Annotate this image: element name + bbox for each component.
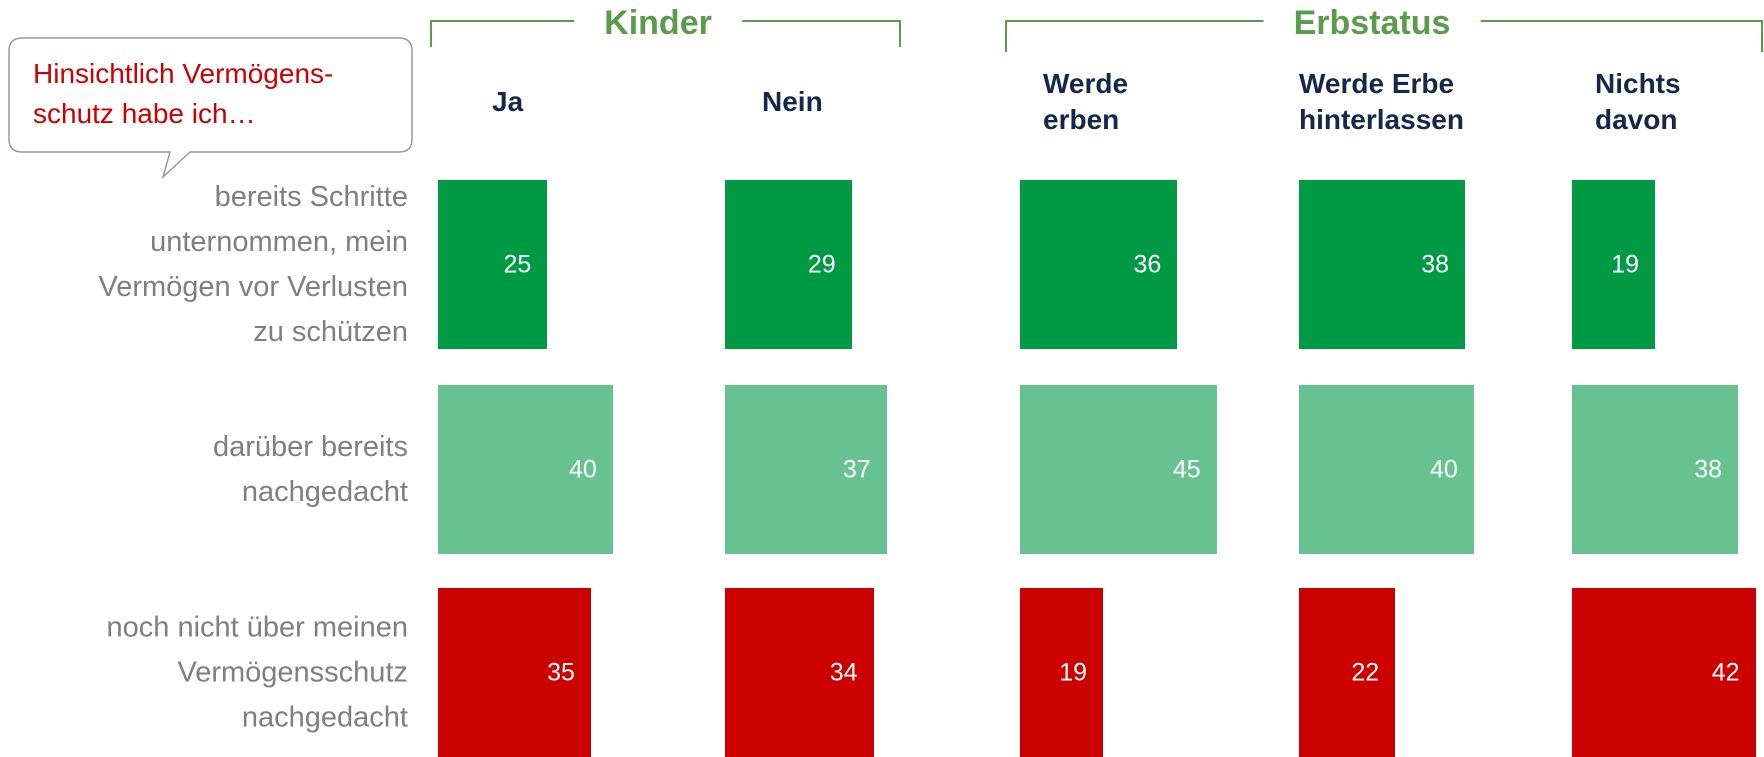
bar (438, 588, 591, 757)
value-label: 29 (807, 250, 836, 278)
row-label: bereits Schritte unternommen, mein Vermöge… (98, 175, 408, 355)
value-label: 40 (1429, 455, 1458, 483)
value-label: 42 (1711, 658, 1740, 686)
value-label: 38 (1421, 250, 1450, 278)
bar (1020, 180, 1178, 349)
group-title: Kinder (574, 0, 742, 46)
text-line: bereits Schritte (214, 180, 408, 213)
value-label: 22 (1351, 658, 1380, 686)
value-label: 36 (1133, 250, 1162, 278)
text-line: nachgedacht (241, 701, 408, 733)
text-line: schutz habe ich… (33, 98, 256, 129)
group-title: Erbstatus (1263, 0, 1481, 46)
bar (1572, 588, 1756, 757)
text-line: unternommen, mein (150, 225, 408, 258)
text-line: Ja (492, 86, 524, 117)
text-line: nachgedacht (241, 475, 408, 508)
text-line: Hinsichtlich Vermögens- (33, 58, 334, 89)
value-label: 40 (568, 455, 597, 483)
bar (1299, 385, 1474, 554)
row-label: darüber bereits nachgedacht (213, 425, 408, 515)
text-line: Nichts (1595, 68, 1681, 99)
bar (1020, 588, 1104, 757)
bar (438, 180, 548, 349)
bar (725, 588, 874, 757)
text-line: darüber bereits (212, 430, 408, 463)
bar (438, 385, 613, 554)
text-line: davon (1595, 104, 1678, 135)
value-label: 45 (1172, 455, 1201, 483)
text-line: hinterlassen (1299, 104, 1464, 135)
text-line: Vermögensschutz (177, 656, 408, 688)
value-label: 25 (503, 250, 532, 278)
value-label: 34 (829, 658, 858, 686)
bar (1020, 385, 1217, 554)
row-label: noch nicht über meinen Vermögensschutz nac… (107, 605, 408, 740)
bar (725, 180, 852, 349)
column-header: Werde erben (1043, 66, 1128, 138)
text-line: Werde Erbe (1299, 68, 1455, 99)
value-label: 19 (1059, 658, 1088, 686)
value-label: 38 (1694, 455, 1723, 483)
column-header: Werde Erbe hinterlassen (1299, 66, 1464, 138)
column-header: Nichts davon (1595, 66, 1681, 138)
column-header: Nein (762, 84, 823, 120)
value-label: 35 (547, 658, 575, 686)
bar (725, 385, 887, 554)
bar (1299, 180, 1466, 349)
callout-bubble (8, 37, 413, 180)
text-line: zu schützen (253, 315, 408, 348)
text-line: erben (1043, 104, 1120, 135)
bar (1572, 180, 1656, 349)
text-line: Werde (1043, 68, 1129, 99)
column-header: Ja (492, 84, 523, 120)
value-label: 37 (842, 455, 871, 483)
value-label: 19 (1611, 250, 1640, 278)
text-line: Nein (762, 86, 823, 117)
bar (1572, 385, 1739, 554)
bar (1299, 588, 1396, 757)
text-line: noch nicht über meinen (106, 611, 408, 643)
text-line: Vermögen vor Verlusten (98, 270, 408, 303)
callout-text: Hinsichtlich Vermögens-schutz habe ich… (33, 54, 333, 134)
